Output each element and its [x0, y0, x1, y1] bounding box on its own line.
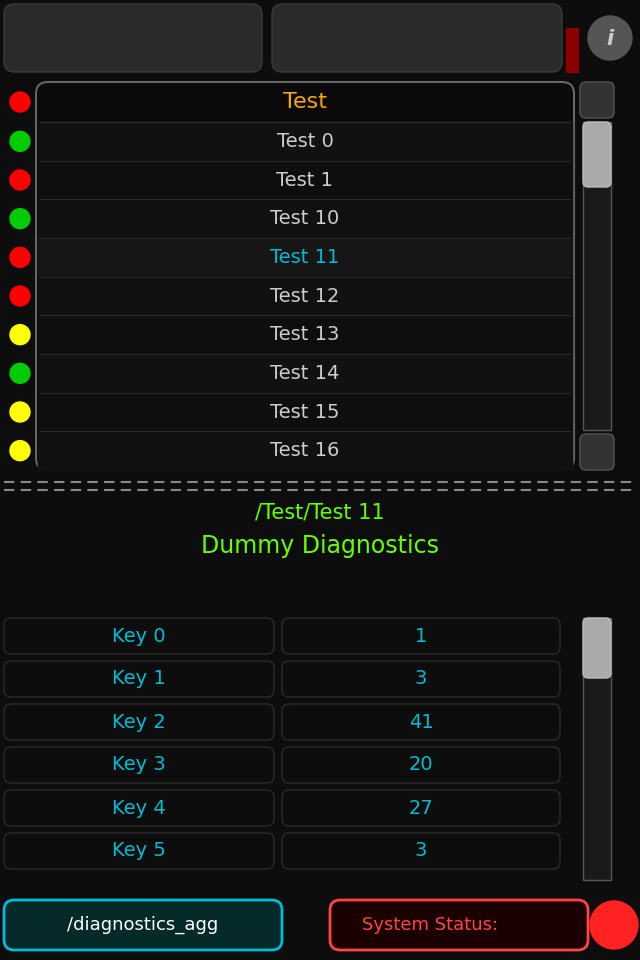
Bar	[583, 618, 611, 880]
Circle shape	[10, 208, 30, 228]
Bar	[38, 122, 572, 160]
Text: Key 0: Key 0	[112, 627, 166, 645]
Text: Dummy Diagnostics: Dummy Diagnostics	[201, 534, 439, 558]
Circle shape	[10, 92, 30, 112]
FancyBboxPatch shape	[282, 618, 560, 654]
Text: /Test/Test 11: /Test/Test 11	[255, 502, 385, 522]
FancyBboxPatch shape	[583, 618, 611, 678]
Text: Key 1: Key 1	[112, 669, 166, 688]
Text: Test 0: Test 0	[276, 132, 333, 151]
Text: Test: Test	[283, 92, 327, 112]
Bar	[38, 393, 572, 431]
Text: Test 1: Test 1	[276, 171, 333, 189]
Bar	[583, 122, 611, 430]
Bar	[38, 200, 572, 238]
Text: /diagnostics_agg: /diagnostics_agg	[67, 916, 219, 934]
FancyBboxPatch shape	[580, 82, 614, 118]
Text: i: i	[607, 29, 614, 49]
Text: 3: 3	[415, 669, 427, 688]
Text: Key 4: Key 4	[112, 799, 166, 818]
Circle shape	[588, 16, 632, 60]
Text: Test 10: Test 10	[270, 209, 340, 228]
Text: System Status:: System Status:	[362, 916, 498, 934]
Text: 3: 3	[415, 842, 427, 860]
FancyBboxPatch shape	[282, 704, 560, 740]
FancyBboxPatch shape	[4, 4, 262, 72]
FancyBboxPatch shape	[282, 747, 560, 783]
Circle shape	[10, 132, 30, 152]
Bar	[38, 160, 572, 200]
Text: Test 13: Test 13	[270, 325, 340, 345]
FancyBboxPatch shape	[36, 82, 574, 470]
FancyBboxPatch shape	[4, 661, 274, 697]
Text: Test 14: Test 14	[270, 364, 340, 383]
Circle shape	[10, 170, 30, 190]
FancyBboxPatch shape	[4, 704, 274, 740]
Text: Test 15: Test 15	[270, 402, 340, 421]
FancyBboxPatch shape	[4, 790, 274, 826]
FancyBboxPatch shape	[4, 618, 274, 654]
FancyBboxPatch shape	[4, 833, 274, 869]
Text: 20: 20	[409, 756, 433, 775]
Bar	[566, 28, 578, 72]
Circle shape	[10, 441, 30, 461]
FancyBboxPatch shape	[330, 900, 588, 950]
FancyBboxPatch shape	[583, 122, 611, 187]
FancyBboxPatch shape	[580, 434, 614, 470]
Circle shape	[10, 248, 30, 267]
Bar	[38, 276, 572, 315]
Bar	[38, 238, 572, 276]
Circle shape	[10, 286, 30, 306]
Text: 27: 27	[408, 799, 433, 818]
Bar	[38, 315, 572, 354]
Text: Test 16: Test 16	[270, 442, 340, 460]
FancyBboxPatch shape	[4, 747, 274, 783]
Bar	[583, 122, 611, 430]
Circle shape	[10, 324, 30, 345]
FancyBboxPatch shape	[4, 900, 282, 950]
Text: Test 12: Test 12	[270, 286, 340, 305]
Text: Key 2: Key 2	[112, 712, 166, 732]
Circle shape	[590, 901, 638, 949]
Bar	[38, 431, 572, 470]
Text: Key 3: Key 3	[112, 756, 166, 775]
Circle shape	[10, 402, 30, 422]
FancyBboxPatch shape	[282, 661, 560, 697]
Text: Key 5: Key 5	[112, 842, 166, 860]
FancyBboxPatch shape	[282, 833, 560, 869]
Bar	[38, 354, 572, 393]
Bar	[583, 618, 611, 880]
FancyBboxPatch shape	[282, 790, 560, 826]
Circle shape	[10, 363, 30, 383]
Text: Test 11: Test 11	[270, 248, 340, 267]
Text: 41: 41	[408, 712, 433, 732]
Text: 1: 1	[415, 627, 427, 645]
FancyBboxPatch shape	[272, 4, 562, 72]
